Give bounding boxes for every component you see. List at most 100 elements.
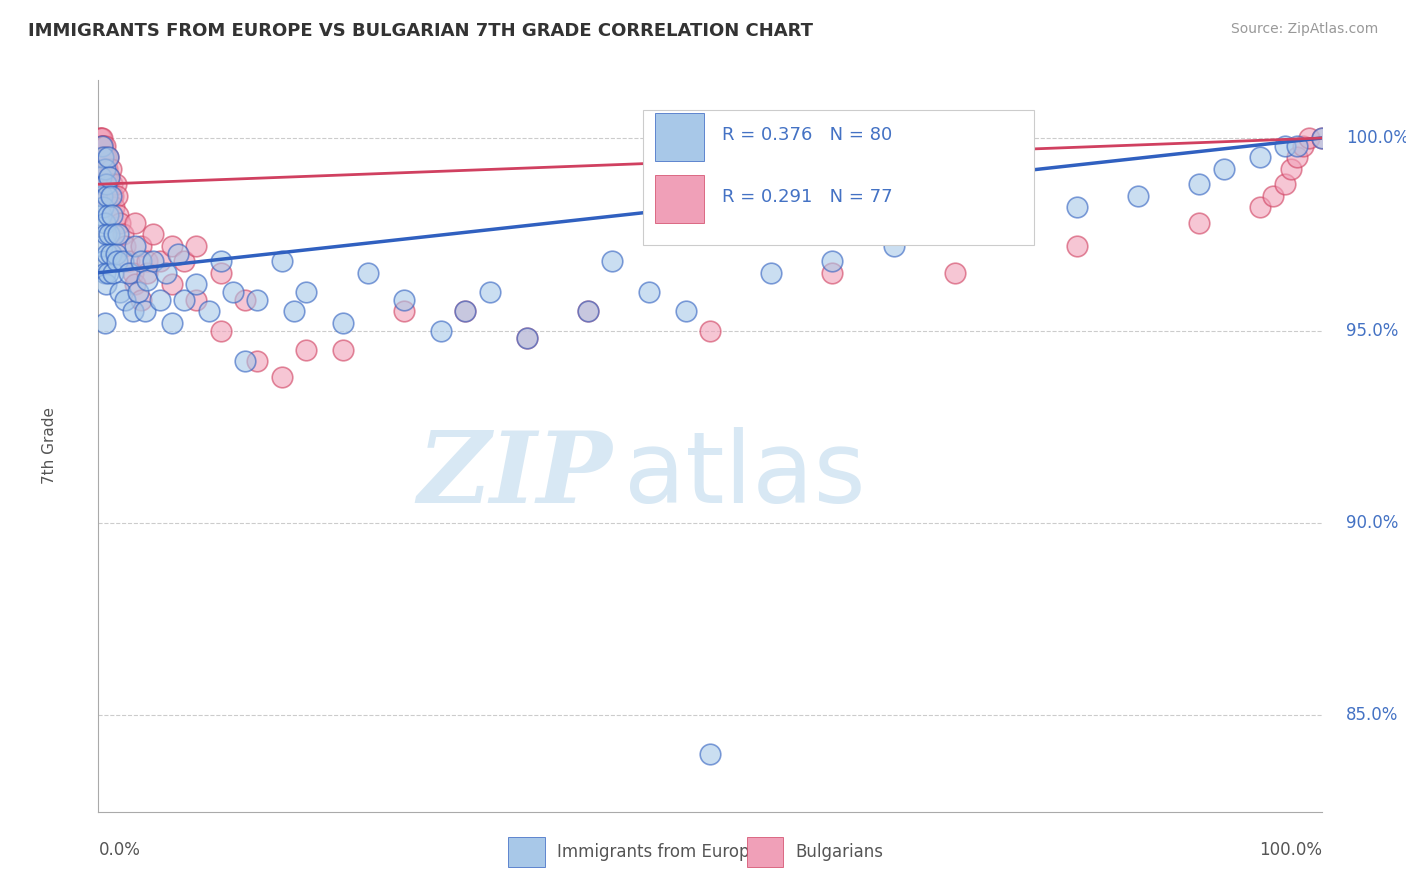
Point [91, 150, 114, 164]
Point [821, 266, 844, 280]
Point [173, 254, 195, 268]
Point [90, 161, 112, 176]
Point [1249, 150, 1271, 164]
Text: R = 0.376   N = 80: R = 0.376 N = 80 [723, 126, 893, 145]
Point [127, 285, 149, 299]
Point [515, 331, 537, 345]
Point [91, 131, 114, 145]
Point [1249, 200, 1271, 214]
Point [197, 304, 219, 318]
Text: 100.0%: 100.0% [1258, 841, 1322, 859]
Point [167, 246, 190, 260]
Point [233, 293, 256, 307]
Point [100, 188, 122, 202]
Point [101, 266, 124, 280]
Point [160, 239, 183, 253]
Point [160, 277, 183, 292]
Point [110, 285, 132, 299]
Point [124, 239, 146, 253]
Point [1286, 138, 1309, 153]
Point [1212, 161, 1234, 176]
Point [295, 343, 318, 357]
Point [91, 161, 114, 176]
Text: 95.0%: 95.0% [1346, 321, 1399, 340]
Point [118, 266, 141, 280]
Point [91, 188, 114, 202]
Point [96, 188, 118, 202]
Point [96, 161, 118, 176]
Point [478, 285, 501, 299]
Point [93, 138, 115, 153]
Point [1188, 216, 1211, 230]
Point [209, 266, 232, 280]
Point [94, 178, 117, 192]
Text: R = 0.291   N = 77: R = 0.291 N = 77 [723, 188, 893, 206]
Point [94, 150, 117, 164]
Point [699, 747, 721, 761]
Point [101, 208, 124, 222]
Point [103, 200, 125, 214]
Point [142, 254, 165, 268]
Point [270, 254, 294, 268]
Point [600, 254, 623, 268]
Point [233, 354, 256, 368]
Point [104, 178, 127, 192]
Point [209, 324, 232, 338]
Point [111, 254, 134, 268]
Text: 0.0%: 0.0% [98, 841, 141, 859]
Point [129, 254, 152, 268]
Point [1298, 131, 1320, 145]
Point [104, 246, 127, 260]
Point [90, 131, 112, 145]
Point [100, 161, 122, 176]
Point [1004, 216, 1026, 230]
Text: 100.0%: 100.0% [1346, 129, 1406, 147]
Point [93, 316, 115, 330]
Point [124, 216, 146, 230]
Point [883, 239, 905, 253]
Point [91, 239, 114, 253]
Point [89, 131, 111, 145]
Point [124, 277, 146, 292]
Point [186, 239, 208, 253]
Point [295, 285, 318, 299]
Point [515, 331, 537, 345]
Point [91, 150, 114, 164]
Point [91, 138, 114, 153]
Point [93, 188, 115, 202]
Text: Source: ZipAtlas.com: Source: ZipAtlas.com [1230, 22, 1378, 37]
Point [761, 266, 783, 280]
Point [93, 161, 115, 176]
Point [97, 266, 120, 280]
Point [107, 208, 129, 222]
Point [121, 304, 143, 318]
Point [98, 169, 121, 184]
Point [91, 178, 114, 192]
Point [392, 293, 416, 307]
Bar [655, 113, 704, 161]
Point [270, 369, 294, 384]
Point [91, 200, 114, 214]
Point [93, 150, 115, 164]
Point [105, 188, 128, 202]
Point [101, 188, 124, 202]
Point [576, 304, 599, 318]
Point [97, 150, 120, 164]
Point [94, 169, 117, 184]
Point [98, 227, 121, 242]
Point [246, 293, 269, 307]
Text: IMMIGRANTS FROM EUROPE VS BULGARIAN 7TH GRADE CORRELATION CHART: IMMIGRANTS FROM EUROPE VS BULGARIAN 7TH … [28, 22, 813, 40]
Text: Bulgarians: Bulgarians [796, 843, 883, 861]
Point [332, 316, 354, 330]
Point [1286, 150, 1309, 164]
Point [173, 293, 195, 307]
Point [101, 178, 124, 192]
Point [149, 293, 172, 307]
Point [94, 277, 117, 292]
Point [1066, 239, 1088, 253]
Point [637, 285, 661, 299]
Point [576, 304, 599, 318]
Point [675, 304, 697, 318]
Point [1292, 138, 1315, 153]
Point [943, 266, 966, 280]
